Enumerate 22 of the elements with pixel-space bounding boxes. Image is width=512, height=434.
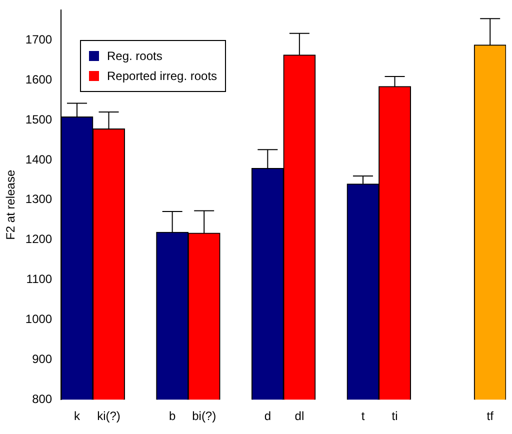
x-tick-label: t (361, 409, 366, 424)
x-tick-label: tf (486, 409, 494, 424)
legend-label: Reported irreg. roots (107, 68, 218, 85)
y-tick-label: 1500 (25, 112, 52, 126)
y-tick-label: 1100 (26, 272, 52, 286)
y-tick-label: 1200 (25, 232, 52, 246)
x-tick-label: dl (294, 409, 304, 424)
y-tick-label: 800 (32, 392, 52, 406)
x-tick-label: d (264, 409, 271, 424)
y-axis-title: F2 at release (4, 170, 18, 240)
x-tick-label: k (74, 409, 81, 424)
x-tick-label: ti (392, 409, 398, 424)
y-tick-label: 1400 (25, 152, 52, 166)
y-tick-label: 1700 (25, 32, 52, 46)
y-tick-label: 1300 (25, 192, 52, 206)
x-tick-label: ki(?) (97, 409, 120, 424)
x-tick-label: b (168, 409, 176, 424)
y-tick-label: 1000 (25, 312, 52, 326)
y-tick-label: 1600 (25, 72, 52, 86)
legend-label: Reg. roots (107, 48, 162, 65)
x-tick-label: bi(?) (192, 409, 216, 424)
y-tick-label: 900 (32, 352, 52, 366)
